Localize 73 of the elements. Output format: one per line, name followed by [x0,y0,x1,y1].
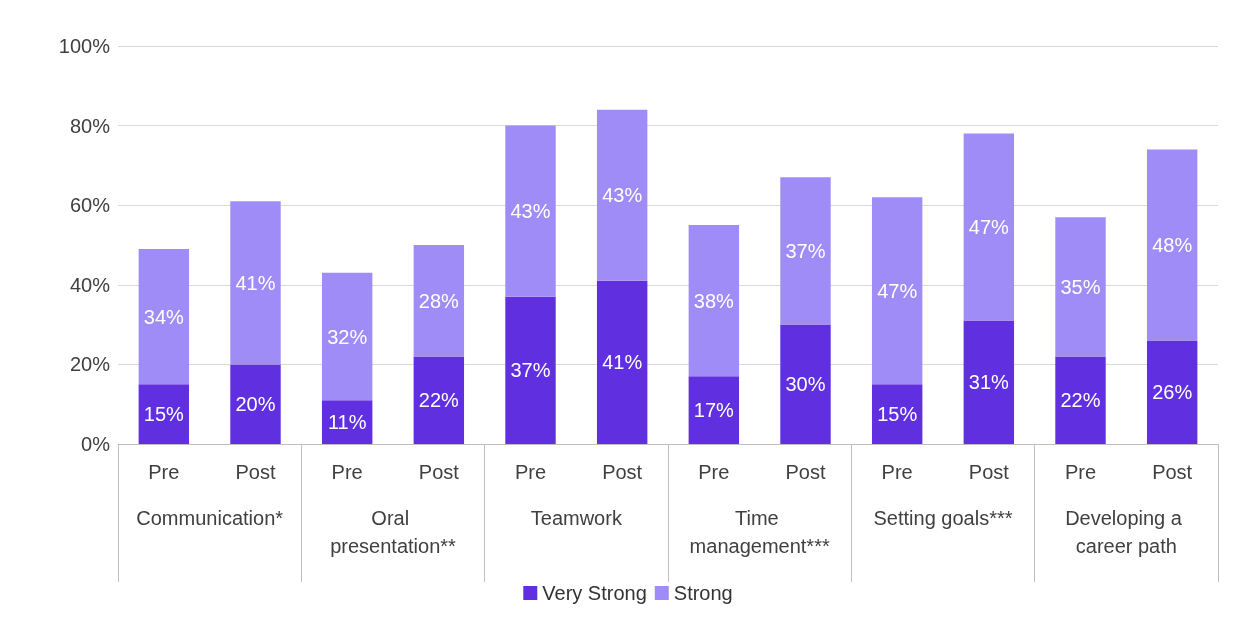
data-label: 34% [143,305,185,328]
data-label: 22% [418,389,460,412]
x-tick-label: Pre [331,461,363,483]
bar [871,384,923,444]
bar [871,197,923,385]
bar [963,320,1015,444]
y-tick-label: 60% [69,194,111,217]
bar [1146,340,1198,444]
bar [230,364,281,444]
bar [138,384,190,444]
legend-label: Very Strong [542,582,647,604]
bar [688,225,740,377]
x-tick-label: Pre [698,461,730,483]
text: Oral presentation** [330,507,457,557]
data-label: 11% [327,411,367,434]
y-tick-label: 40% [69,273,111,296]
y-tick-label: 0% [81,433,111,455]
x-tick-label: Post [1152,461,1193,483]
y-tick-label: 100% [58,35,111,57]
bar [230,201,281,365]
text: Developing a career path [1065,507,1188,557]
y-tick-label: 20% [69,353,111,376]
bar [138,248,190,385]
data-label: 30% [785,373,826,396]
data-label: 38% [693,289,735,312]
text: Communication* [136,507,284,529]
bar [596,280,648,444]
data-label: 28% [418,289,460,312]
data-label: 35% [1060,275,1101,298]
bar [688,376,740,444]
data-label: 43% [510,200,551,223]
text: Teamwork [530,507,623,529]
bar [413,245,465,357]
text: Setting goals*** [873,507,1013,529]
data-label: 37% [785,239,826,262]
y-tick-label: 80% [69,114,111,137]
data-label: 20% [235,393,276,416]
x-tick-label: Post [235,461,276,483]
data-label: 17% [693,399,735,422]
text: Time management*** [689,507,830,557]
data-label: 15% [877,403,918,426]
data-label: 22% [1060,389,1101,412]
x-tick-label: Pre [1064,461,1097,483]
bar [780,324,831,444]
data-label: 37% [510,359,551,382]
data-label: 31% [968,371,1010,394]
x-tick-label: Pre [148,461,180,483]
x-tick-label: Post [785,461,826,483]
x-tick-label: Post [418,461,460,483]
bar [1146,149,1198,341]
bar [1055,356,1106,444]
x-tick-label: Post [602,461,643,483]
x-tick-label: Pre [514,461,547,483]
data-label: 32% [327,325,368,348]
x-tick-label: Pre [881,461,913,483]
bar [505,296,556,444]
data-label: 43% [602,184,643,207]
bar [780,177,831,325]
data-label: 47% [877,279,918,302]
data-label: 47% [968,216,1010,239]
bar [321,272,373,401]
bar [596,109,648,281]
data-label: 41% [602,351,643,374]
data-label: 48% [1152,234,1193,256]
bar [963,133,1015,321]
bar [1055,217,1106,357]
bar [505,125,556,297]
bar [413,356,465,444]
legend-label: Strong [673,582,733,604]
x-tick-label: Post [968,461,1010,483]
data-label: 26% [1152,381,1193,404]
data-label: 41% [235,271,276,294]
data-label: 15% [143,403,185,426]
